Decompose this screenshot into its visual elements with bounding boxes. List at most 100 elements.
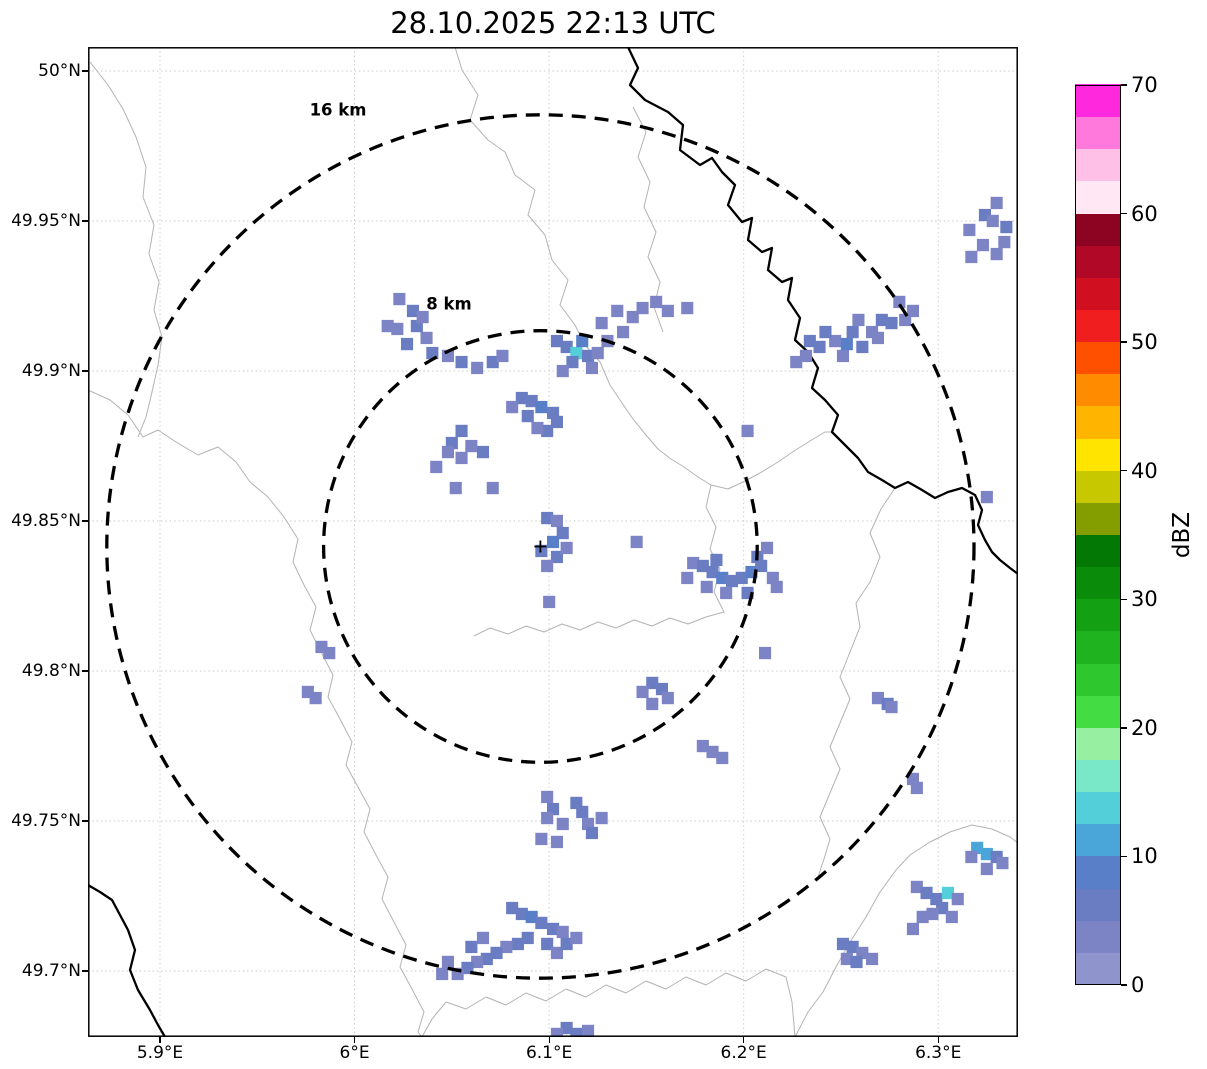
x-tick-label: 6.3°E (915, 1043, 962, 1063)
colorbar-tick-label: 30 (1131, 587, 1158, 612)
colorbar-segment (1075, 277, 1121, 310)
colorbar-segment (1075, 116, 1121, 150)
range-ring-label-16km: 16 km (309, 100, 367, 120)
echo-cell (550, 835, 563, 849)
colorbar-segment (1075, 309, 1121, 343)
colorbar-tick-label: 10 (1131, 844, 1158, 869)
colorbar-tick-mark (1121, 598, 1127, 600)
echo-cell (910, 880, 923, 894)
echo-cell (980, 490, 993, 504)
echo-cell (626, 310, 639, 324)
echo-cell (556, 364, 569, 378)
echo-cell (636, 685, 649, 699)
echo-cell (790, 355, 803, 369)
echo-cell (391, 322, 404, 336)
echo-cell (566, 355, 579, 369)
echo-cell (965, 850, 978, 864)
echo-cell (986, 214, 999, 228)
echo-cell (980, 862, 993, 876)
range-ring-8km (321, 329, 759, 764)
echo-cell (541, 790, 554, 804)
range-ring-16km (105, 113, 976, 980)
colorbar-tick-mark (1121, 341, 1127, 343)
colorbar-segment (1075, 148, 1121, 182)
boundary-line (454, 47, 832, 490)
range-ring-label-8km: 8 km (426, 294, 472, 314)
colorbar-tick-mark (1121, 84, 1127, 86)
echo-cell (636, 301, 649, 315)
echo-cell (910, 781, 923, 795)
y-tick-label: 49.85°N (11, 511, 81, 531)
colorbar-segment (1075, 630, 1121, 664)
echo-cell (541, 511, 554, 525)
echo-cell (506, 901, 519, 915)
echo-cell (585, 826, 598, 840)
x-tick-mark (159, 1037, 161, 1043)
echo-cell (1000, 220, 1013, 234)
echo-cell (687, 556, 700, 570)
echo-cell (455, 424, 468, 438)
echo-cell (550, 415, 563, 429)
echo-cell (726, 574, 739, 588)
x-tick-mark (743, 1037, 745, 1043)
x-tick-label: 6°E (339, 1043, 370, 1063)
colorbar-segment (1075, 791, 1121, 825)
echo-cell (401, 337, 414, 351)
colorbar-segment (1075, 920, 1121, 953)
echo-cell (646, 676, 659, 690)
echo-cell (420, 331, 433, 345)
echo-cell (813, 340, 826, 354)
y-tick-label: 50°N (38, 61, 81, 81)
echo-cell (840, 952, 853, 966)
echo-cell (885, 700, 898, 714)
echo-cell (560, 1021, 573, 1035)
echo-cell (541, 559, 554, 573)
echo-cell (556, 817, 569, 831)
river-line-southwest (88, 884, 166, 1037)
colorbar-tick-label: 60 (1131, 201, 1158, 226)
echo-cell (906, 922, 919, 936)
echo-cell (430, 460, 443, 474)
echo-cell (866, 325, 879, 339)
echo-cell (866, 952, 879, 966)
echo-cell (455, 451, 468, 465)
plot-title: 28.10.2025 22:13 UTC (390, 6, 716, 40)
echo-cell (951, 892, 964, 906)
echo-cell (696, 559, 709, 573)
echo-cell (836, 349, 849, 363)
echo-cell (976, 238, 989, 252)
y-tick-label: 49.95°N (11, 211, 81, 231)
echo-cell (393, 292, 406, 306)
echo-cell (486, 355, 499, 369)
echo-cell (511, 937, 524, 951)
echo-cell (696, 739, 709, 753)
echo-cell (846, 325, 859, 339)
echo-cell (836, 937, 849, 951)
echo-cell (441, 445, 454, 459)
boundary-line (473, 484, 725, 637)
echo-cell (535, 544, 548, 558)
echo-cell (591, 346, 604, 360)
colorbar-tick-label: 50 (1131, 330, 1158, 355)
colorbar-tick-mark (1121, 727, 1127, 729)
echo-cell (990, 196, 1003, 210)
echo-cell (885, 316, 898, 330)
x-tick-mark (353, 1037, 356, 1043)
echo-cell (476, 931, 489, 945)
echo-cell (856, 340, 869, 354)
echo-cell (309, 691, 322, 705)
colorbar-outline (1075, 85, 1121, 985)
echo-cell (852, 313, 865, 327)
colorbar-segment (1075, 341, 1121, 375)
colorbar-tick-label: 0 (1131, 973, 1145, 997)
plot-border (88, 47, 1018, 1037)
echo-cell (541, 937, 554, 951)
echo-cell (720, 586, 733, 600)
x-tick-label: 5.9°E (136, 1043, 184, 1063)
echo-cell (556, 925, 569, 939)
echo-cell (661, 691, 674, 705)
echo-cell (541, 811, 554, 825)
echo-cell (998, 235, 1011, 249)
echo-cell (576, 805, 589, 819)
echo-cell (500, 940, 513, 954)
